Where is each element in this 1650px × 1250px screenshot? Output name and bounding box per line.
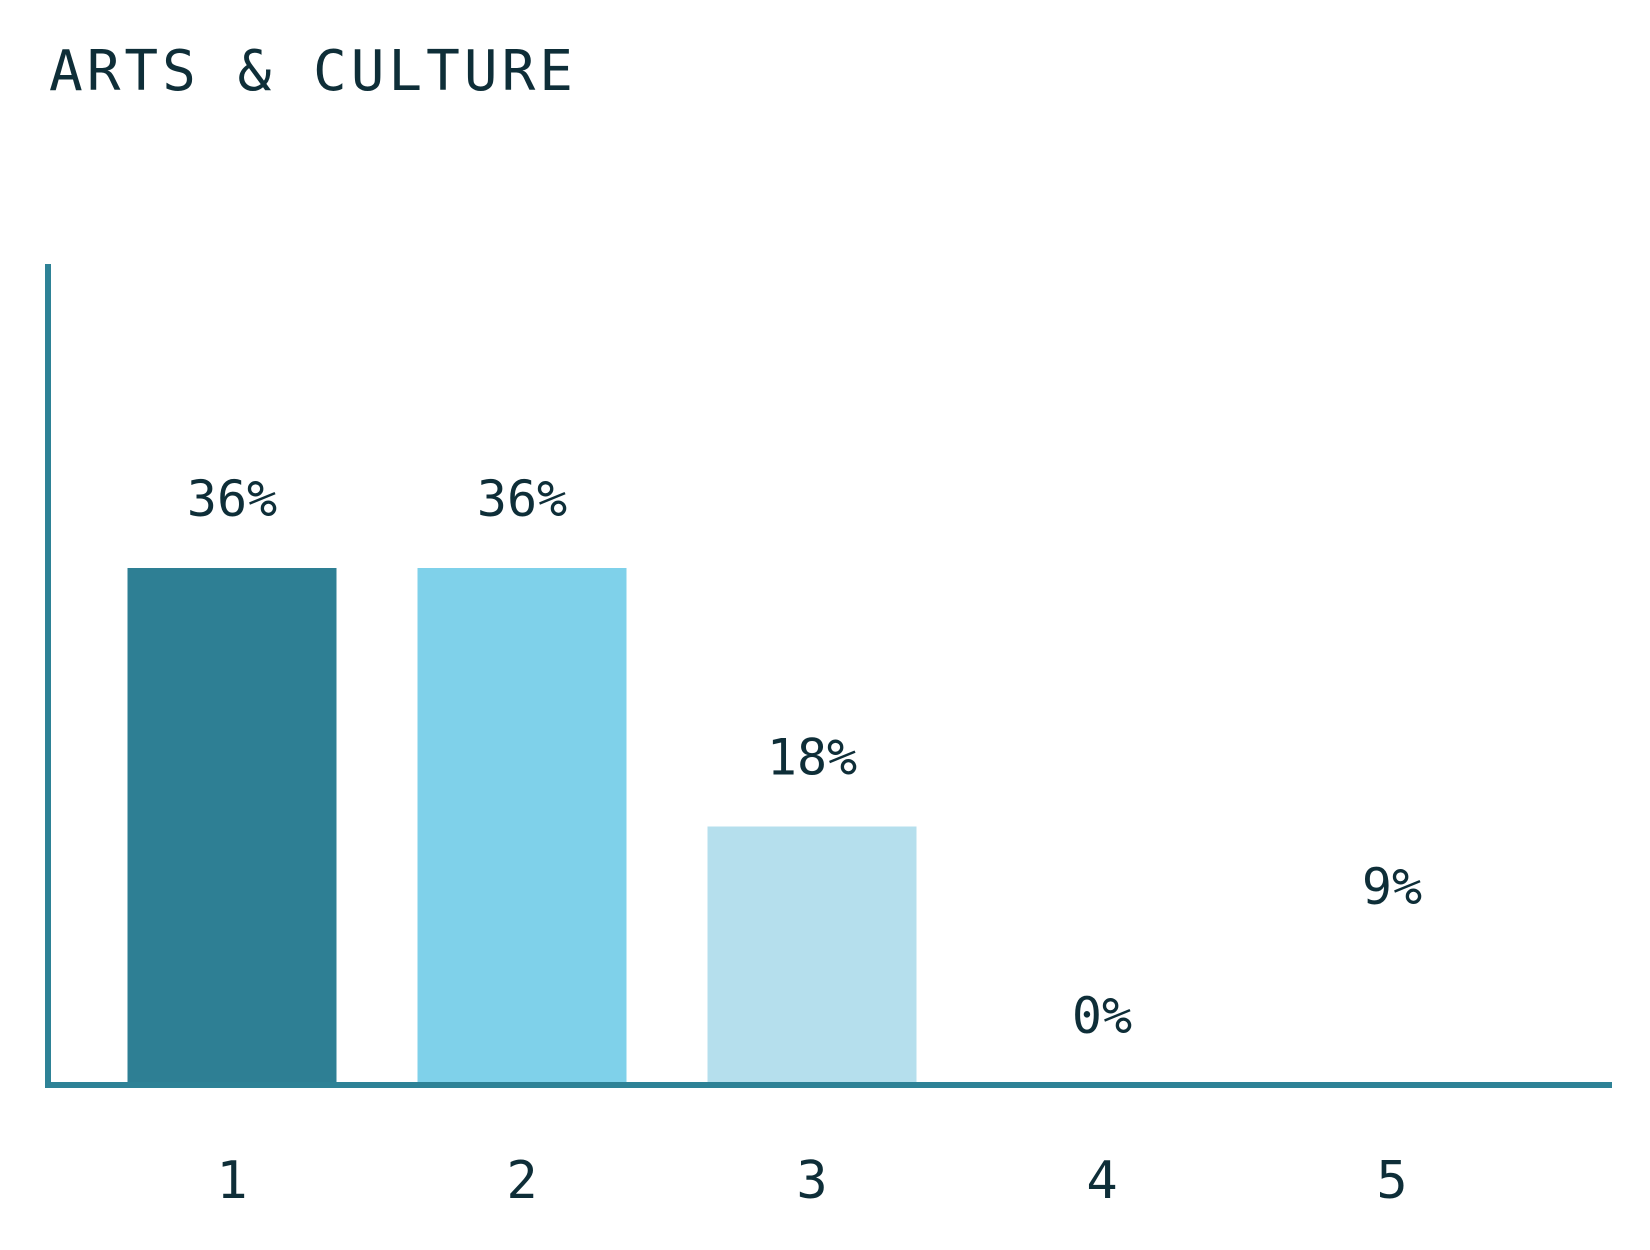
- data-label-3: 18%: [767, 729, 857, 787]
- data-label-4: 0%: [1072, 987, 1132, 1045]
- axes-layer: [45, 264, 1612, 1088]
- bar-2: [417, 568, 627, 1085]
- x-tick-label-4: 4: [1086, 1151, 1117, 1211]
- data-label-5: 9%: [1362, 858, 1422, 916]
- x-tick-label-1: 1: [216, 1151, 247, 1211]
- bar-1: [127, 568, 337, 1085]
- data-label-2: 36%: [477, 470, 567, 528]
- data-label-1: 36%: [187, 470, 277, 528]
- x-tick-label-2: 2: [506, 1151, 537, 1211]
- bars-layer: [127, 568, 1497, 1085]
- x-tick-label-3: 3: [796, 1151, 827, 1211]
- chart-title: ARTS & CULTURE: [49, 39, 578, 104]
- bar-5: [1287, 955, 1497, 1085]
- x-tick-label-5: 5: [1376, 1151, 1407, 1211]
- bar-3: [707, 826, 917, 1085]
- labels-layer: 36% 1 36% 2 18% 3 0% 4 9% 5: [187, 470, 1422, 1211]
